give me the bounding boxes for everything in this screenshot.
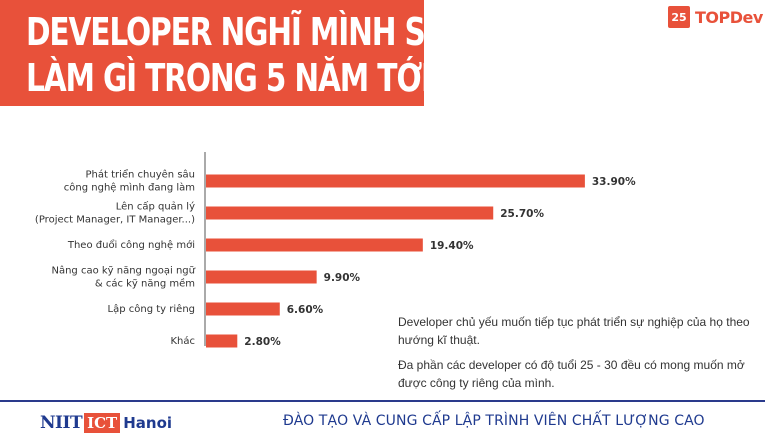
logo-niit: NIIT: [40, 413, 83, 433]
brand-badge: 25: [668, 6, 690, 28]
bar-5: [206, 334, 238, 348]
category-label-5-0: Khác: [170, 335, 195, 347]
bar-2: [206, 238, 423, 252]
value-label-3: 9.90%: [324, 272, 361, 284]
category-label-0-0: Phát triển chuyên sâu: [85, 168, 195, 181]
note-text-1: Developer chủ yếu muốn tiếp tục phát tri…: [398, 315, 750, 347]
topdev-brand: 25 TOPDev: [668, 6, 763, 28]
value-label-5: 2.80%: [244, 336, 281, 348]
bar-4: [206, 302, 280, 316]
category-label-3-1: & các kỹ năng mềm: [95, 278, 195, 290]
brand-name: TOPDev: [695, 7, 763, 27]
title-line-1: DEVELOPER NGHĨ MÌNH SẼ: [26, 10, 445, 54]
bar-1: [206, 206, 494, 220]
note-text-2: Đa phần các developer có độ tuổi 25 - 30…: [398, 358, 745, 390]
category-label-0-1: công nghệ mình đang làm: [64, 182, 195, 194]
category-label-4-0: Lập công ty riêng: [108, 303, 195, 315]
footer-tagline: ĐÀO TẠO VÀ CUNG CẤP LẬP TRÌNH VIÊN CHẤT …: [283, 413, 705, 429]
value-label-4: 6.60%: [287, 304, 324, 316]
category-label-1-0: Lên cấp quản lý: [116, 201, 195, 213]
value-label-1: 25.70%: [500, 208, 544, 220]
footer-divider: [0, 400, 765, 402]
logo-ict: ICT: [84, 413, 121, 433]
bar-0: [206, 174, 585, 188]
footer: NIIT ICT Hanoi ĐÀO TẠO VÀ CUNG CẤP LẬP T…: [0, 400, 765, 445]
niit-ict-logo: NIIT ICT Hanoi: [40, 412, 172, 434]
logo-hanoi: Hanoi: [123, 414, 173, 432]
title-banner: DEVELOPER NGHĨ MÌNH SẼ LÀM GÌ TRONG 5 NĂ…: [0, 0, 448, 106]
title-line-2: LÀM GÌ TRONG 5 NĂM TỚI?: [26, 56, 448, 100]
value-label-2: 19.40%: [430, 240, 474, 252]
category-label-3-0: Nâng cao kỹ năng ngoại ngữ: [51, 265, 195, 277]
category-label-1-1: (Project Manager, IT Manager...): [35, 215, 195, 226]
category-label-2-0: Theo đuổi công nghệ mới: [67, 238, 195, 251]
bar-3: [206, 270, 317, 284]
value-label-0: 33.90%: [592, 176, 636, 188]
